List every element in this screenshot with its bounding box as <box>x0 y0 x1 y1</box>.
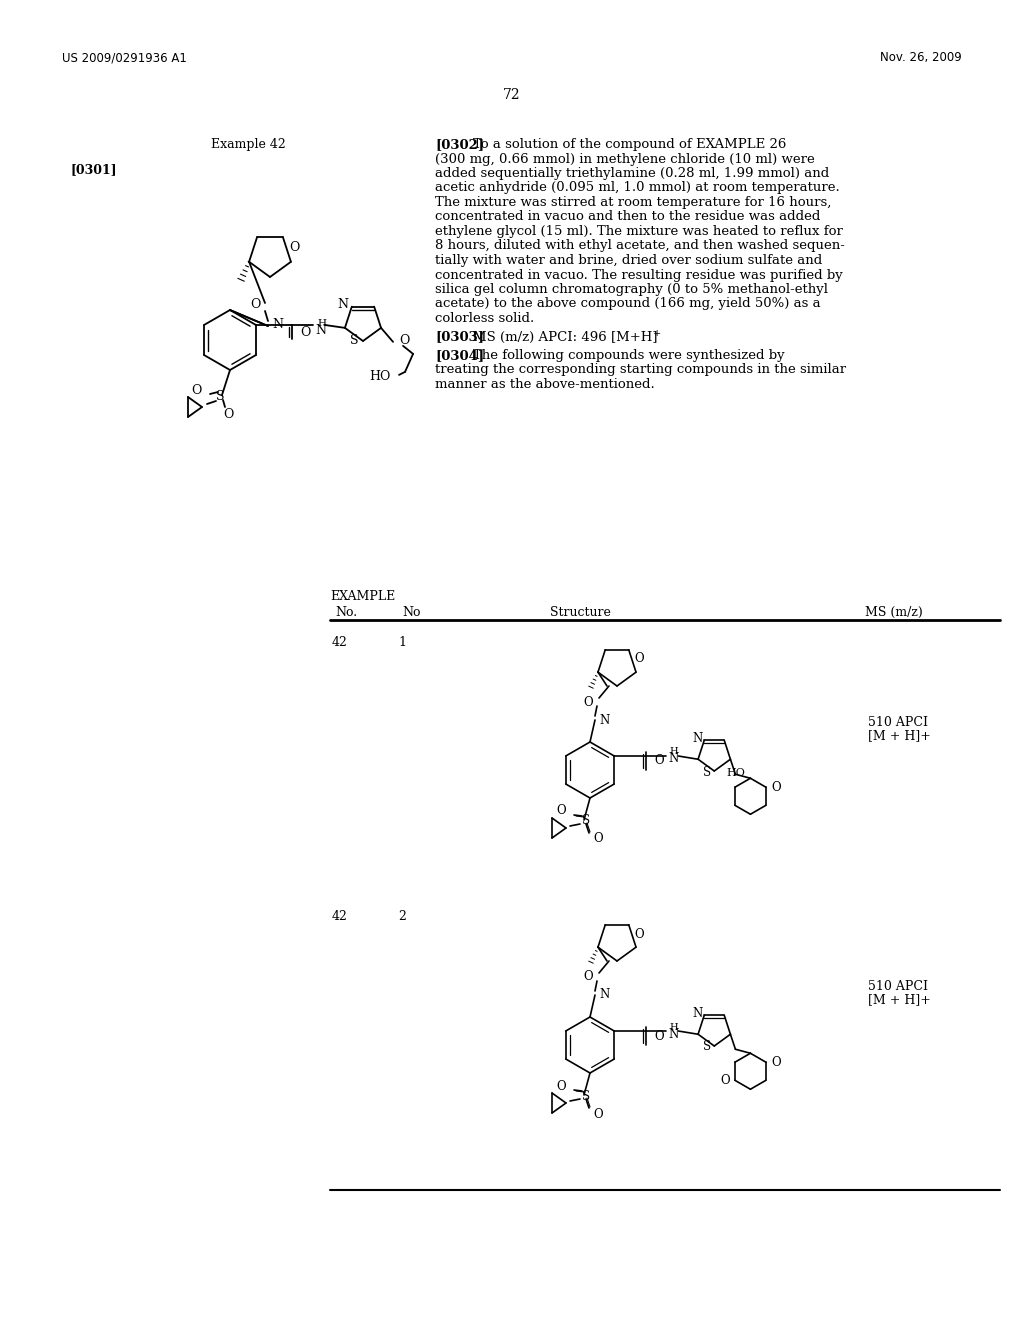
Text: O: O <box>654 755 664 767</box>
Text: O: O <box>556 1080 566 1093</box>
Text: S: S <box>216 391 224 404</box>
Text: treating the corresponding starting compounds in the similar: treating the corresponding starting comp… <box>435 363 846 376</box>
Text: (300 mg, 0.66 mmol) in methylene chloride (10 ml) were: (300 mg, 0.66 mmol) in methylene chlorid… <box>435 153 815 165</box>
Text: S: S <box>703 766 712 779</box>
Text: The following compounds were synthesized by: The following compounds were synthesized… <box>473 348 784 362</box>
Text: The mixture was stirred at room temperature for 16 hours,: The mixture was stirred at room temperat… <box>435 195 831 209</box>
Text: O: O <box>593 1107 603 1121</box>
Text: concentrated in vacuo and then to the residue was added: concentrated in vacuo and then to the re… <box>435 210 820 223</box>
Text: O: O <box>399 334 410 347</box>
Text: [0302]: [0302] <box>435 139 484 150</box>
Text: O: O <box>720 1073 730 1086</box>
Text: manner as the above-mentioned.: manner as the above-mentioned. <box>435 378 654 391</box>
Text: [0301]: [0301] <box>70 162 117 176</box>
Text: N: N <box>338 298 349 312</box>
Text: N: N <box>272 318 283 330</box>
Text: silica gel column chromatography (0 to 5% methanol-ethyl: silica gel column chromatography (0 to 5… <box>435 282 828 296</box>
Text: Structure: Structure <box>550 606 610 619</box>
Text: acetic anhydride (0.095 ml, 1.0 mmol) at room temperature.: acetic anhydride (0.095 ml, 1.0 mmol) at… <box>435 181 840 194</box>
Text: [0304]: [0304] <box>435 348 484 362</box>
Text: O: O <box>584 696 593 709</box>
Text: S: S <box>582 814 590 828</box>
Text: MS (m/z) APCI: 496 [M+H]: MS (m/z) APCI: 496 [M+H] <box>473 330 657 343</box>
Text: O: O <box>771 1056 780 1069</box>
Text: [M + H]+: [M + H]+ <box>868 729 931 742</box>
Text: O: O <box>635 652 644 665</box>
Text: 2: 2 <box>398 909 406 923</box>
Text: EXAMPLE: EXAMPLE <box>330 590 395 603</box>
Text: N: N <box>599 714 609 726</box>
Text: HO: HO <box>370 371 391 383</box>
Text: +: + <box>653 329 662 338</box>
Text: HO: HO <box>727 768 745 779</box>
Text: 72: 72 <box>503 88 521 102</box>
Text: added sequentially triethylamine (0.28 ml, 1.99 mmol) and: added sequentially triethylamine (0.28 m… <box>435 168 829 180</box>
Text: O: O <box>251 297 261 310</box>
Text: 1: 1 <box>398 636 406 649</box>
Text: 510 APCI: 510 APCI <box>868 979 928 993</box>
Text: acetate) to the above compound (166 mg, yield 50%) as a: acetate) to the above compound (166 mg, … <box>435 297 820 310</box>
Text: MS (m/z): MS (m/z) <box>865 606 923 619</box>
Text: [0303]: [0303] <box>435 330 484 343</box>
Text: 8 hours, diluted with ethyl acetate, and then washed sequen-: 8 hours, diluted with ethyl acetate, and… <box>435 239 845 252</box>
Text: N: N <box>315 323 326 337</box>
Text: tially with water and brine, dried over sodium sulfate and: tially with water and brine, dried over … <box>435 253 822 267</box>
Text: O: O <box>223 408 233 421</box>
Text: N: N <box>669 1027 679 1040</box>
Text: O: O <box>191 384 202 397</box>
Text: H: H <box>670 1023 678 1031</box>
Text: O: O <box>556 804 566 817</box>
Text: 510 APCI: 510 APCI <box>868 715 928 729</box>
Text: S: S <box>582 1089 590 1102</box>
Text: O: O <box>300 326 310 338</box>
Text: N: N <box>669 752 679 766</box>
Text: S: S <box>350 334 359 347</box>
Text: colorless solid.: colorless solid. <box>435 312 535 325</box>
Text: Nov. 26, 2009: Nov. 26, 2009 <box>881 51 962 65</box>
Text: O: O <box>290 242 300 253</box>
Text: O: O <box>654 1030 664 1043</box>
Text: No.: No. <box>335 606 357 619</box>
Text: 42: 42 <box>332 909 348 923</box>
Text: O: O <box>584 970 593 983</box>
Text: N: N <box>692 1007 702 1020</box>
Text: O: O <box>771 780 780 793</box>
Text: [M + H]+: [M + H]+ <box>868 993 931 1006</box>
Text: 42: 42 <box>332 636 348 649</box>
Text: S: S <box>703 1040 712 1053</box>
Text: H: H <box>670 747 678 756</box>
Text: ethylene glycol (15 ml). The mixture was heated to reflux for: ethylene glycol (15 ml). The mixture was… <box>435 224 843 238</box>
Text: O: O <box>635 928 644 940</box>
Text: H: H <box>317 319 326 329</box>
Text: N: N <box>599 989 609 1002</box>
Text: O: O <box>593 833 603 846</box>
Text: concentrated in vacuo. The resulting residue was purified by: concentrated in vacuo. The resulting res… <box>435 268 843 281</box>
Text: Example 42: Example 42 <box>211 139 286 150</box>
Text: No: No <box>402 606 421 619</box>
Text: To a solution of the compound of EXAMPLE 26: To a solution of the compound of EXAMPLE… <box>473 139 786 150</box>
Text: N: N <box>692 731 702 744</box>
Text: US 2009/0291936 A1: US 2009/0291936 A1 <box>62 51 186 65</box>
